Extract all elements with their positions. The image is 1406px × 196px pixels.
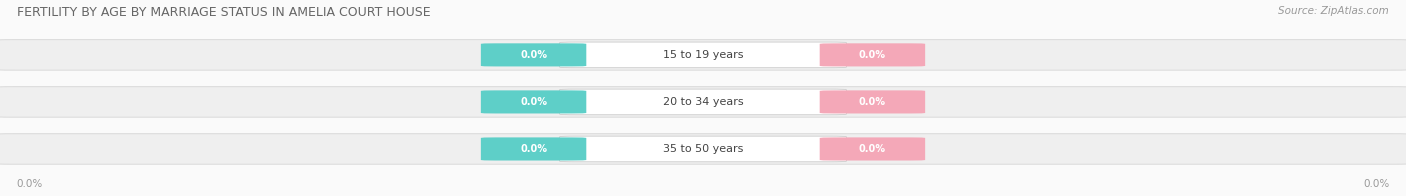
FancyBboxPatch shape: [560, 89, 846, 115]
FancyBboxPatch shape: [560, 136, 846, 162]
FancyBboxPatch shape: [820, 43, 925, 66]
FancyBboxPatch shape: [0, 87, 1406, 117]
FancyBboxPatch shape: [560, 42, 846, 68]
FancyBboxPatch shape: [820, 90, 925, 113]
Text: 0.0%: 0.0%: [859, 144, 886, 154]
FancyBboxPatch shape: [481, 90, 586, 113]
Text: FERTILITY BY AGE BY MARRIAGE STATUS IN AMELIA COURT HOUSE: FERTILITY BY AGE BY MARRIAGE STATUS IN A…: [17, 6, 430, 19]
Text: 20 to 34 years: 20 to 34 years: [662, 97, 744, 107]
FancyBboxPatch shape: [0, 134, 1406, 164]
Text: 0.0%: 0.0%: [520, 97, 547, 107]
Text: 0.0%: 0.0%: [859, 50, 886, 60]
FancyBboxPatch shape: [481, 137, 586, 161]
FancyBboxPatch shape: [820, 137, 925, 161]
Text: 35 to 50 years: 35 to 50 years: [662, 144, 744, 154]
Text: 0.0%: 0.0%: [859, 97, 886, 107]
Text: Source: ZipAtlas.com: Source: ZipAtlas.com: [1278, 6, 1389, 16]
Text: 0.0%: 0.0%: [520, 50, 547, 60]
FancyBboxPatch shape: [0, 40, 1406, 70]
Text: 15 to 19 years: 15 to 19 years: [662, 50, 744, 60]
Text: 0.0%: 0.0%: [520, 144, 547, 154]
Text: 0.0%: 0.0%: [1362, 179, 1389, 189]
Text: 0.0%: 0.0%: [17, 179, 44, 189]
FancyBboxPatch shape: [481, 43, 586, 66]
